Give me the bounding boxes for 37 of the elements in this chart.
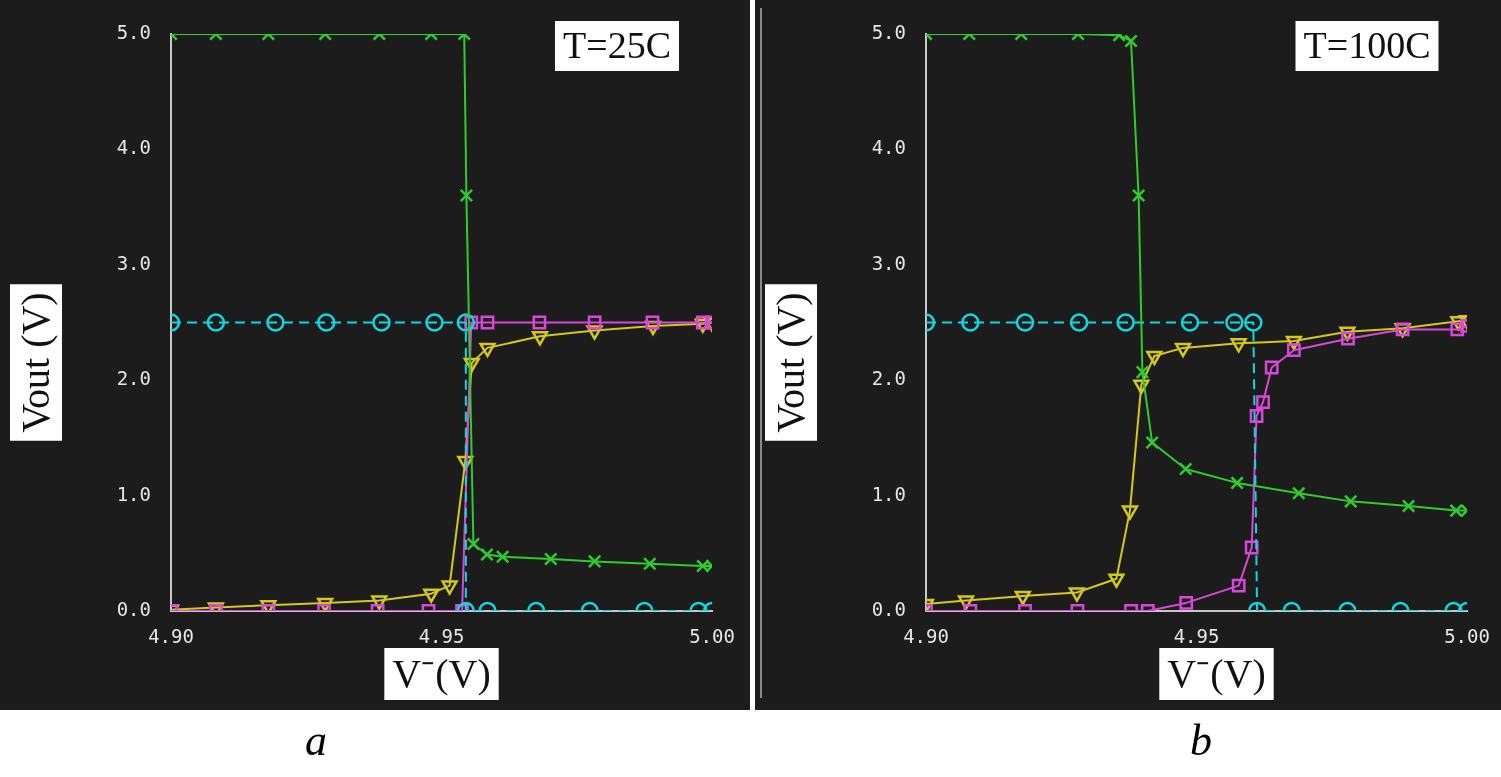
y-tick-label: 1.0	[871, 482, 906, 505]
point	[645, 315, 660, 330]
y-axis-title: Vout (V)	[12, 292, 58, 433]
point	[456, 313, 476, 332]
x-tick-label: 5.00	[1444, 625, 1490, 648]
y-tick-label: 5.0	[116, 20, 151, 43]
text: b	[1189, 715, 1212, 766]
x-axis-title: V⁻(V)	[392, 650, 491, 696]
point	[372, 313, 391, 332]
y-tick-label: 3.0	[871, 251, 906, 274]
point	[532, 315, 547, 330]
y-tick-label: 0.0	[871, 597, 906, 620]
x-tick-label: 4.95	[418, 625, 465, 648]
annotation: T=100C	[1303, 23, 1431, 66]
text: a	[304, 715, 327, 766]
y-tick-label: 2.0	[116, 367, 151, 390]
x-tick-label: 4.90	[148, 625, 194, 648]
point	[425, 313, 444, 332]
annotation: T=25C	[563, 23, 671, 66]
point	[266, 313, 285, 332]
point	[317, 313, 336, 332]
y-tick-label: 1.0	[116, 482, 151, 505]
x-axis-title: V⁻(V)	[1167, 650, 1266, 696]
point	[480, 315, 495, 330]
y-tick-label: 4.0	[116, 136, 151, 159]
point	[459, 188, 474, 203]
x-tick-label: 4.90	[903, 625, 949, 648]
point	[587, 315, 602, 330]
y-tick-label: 0.0	[116, 597, 151, 620]
y-axis-title: Vout (V)	[767, 292, 813, 433]
x-tick-label: 4.95	[1173, 625, 1220, 648]
y-tick-label: 3.0	[116, 251, 151, 274]
point	[206, 313, 226, 332]
y-tick-label: 2.0	[871, 367, 906, 390]
y-tick-label: 5.0	[871, 20, 906, 43]
x-tick-label: 5.00	[689, 625, 735, 648]
y-tick-label: 4.0	[871, 136, 906, 159]
